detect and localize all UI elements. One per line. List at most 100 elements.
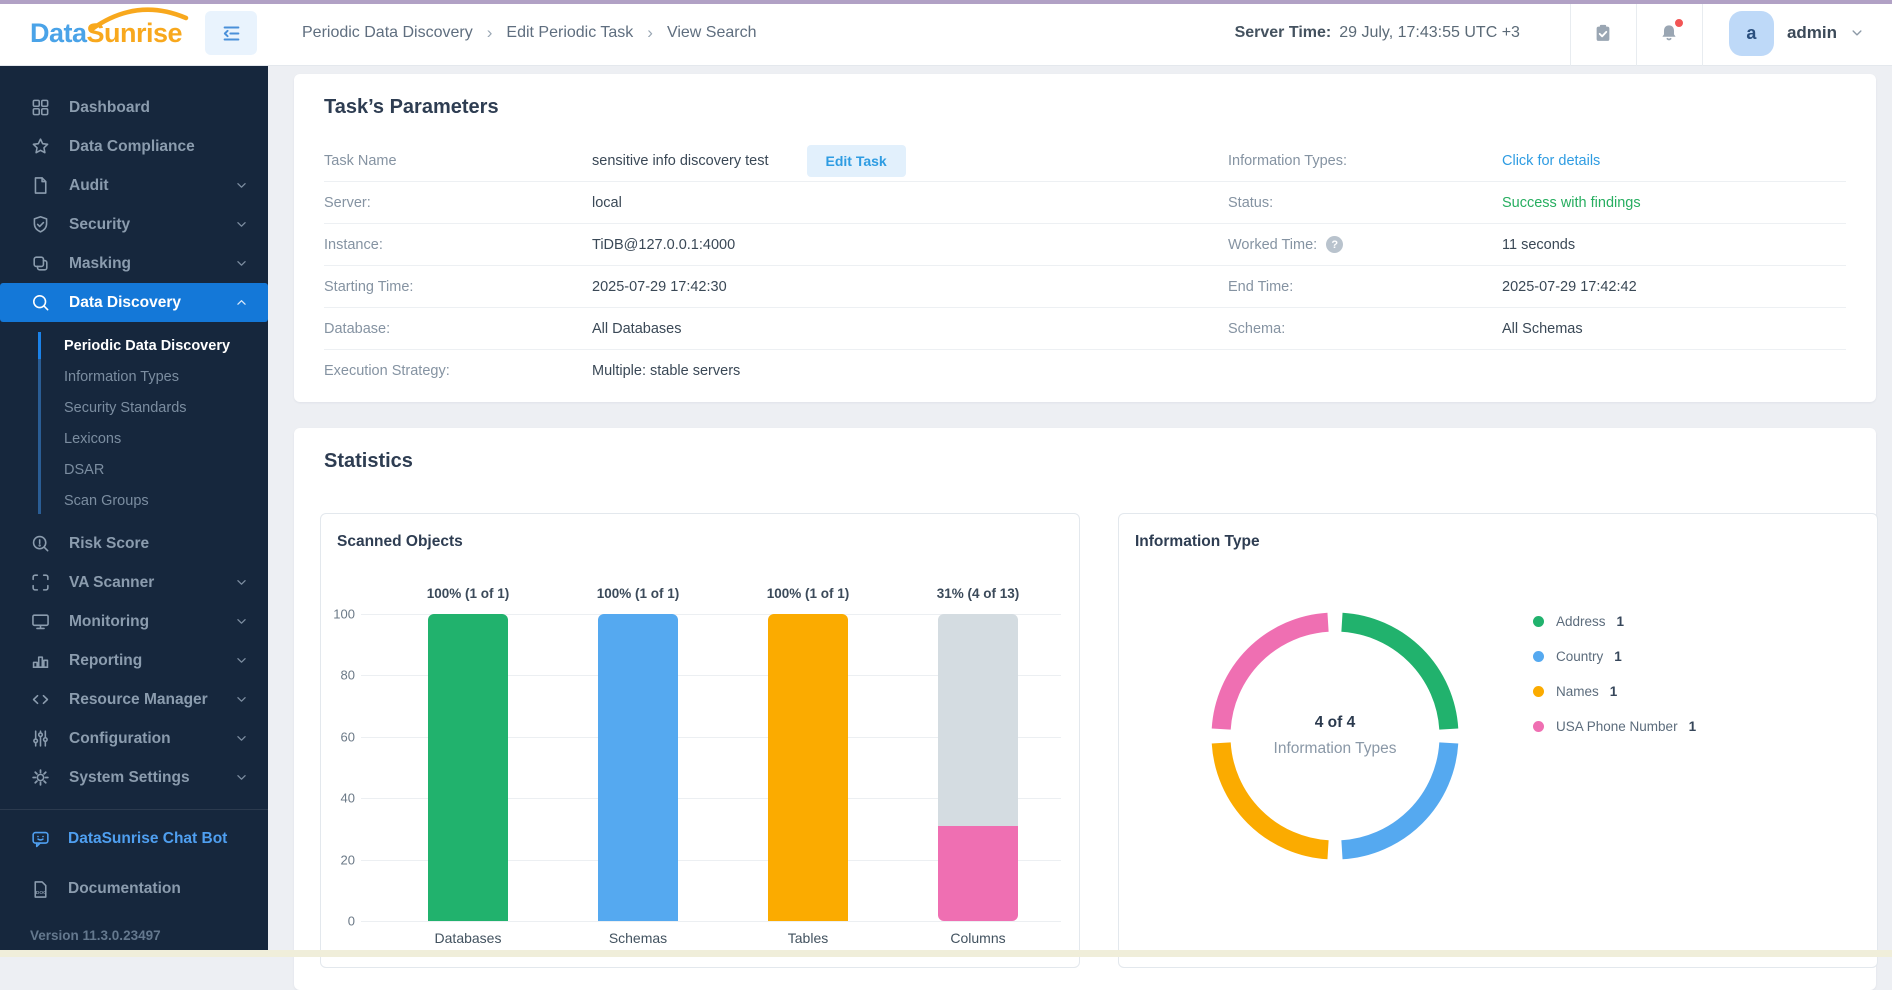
sidebar-item-reporting[interactable]: Reporting bbox=[0, 641, 268, 680]
param-label-text: Instance: bbox=[324, 236, 383, 253]
donut-segment-address bbox=[1341, 612, 1459, 730]
y-axis-tick: 0 bbox=[347, 913, 355, 929]
param-label-text: Server: bbox=[324, 194, 371, 211]
bar-value-label: 100% (1 of 1) bbox=[596, 586, 680, 601]
sidebar-item-audit[interactable]: Audit bbox=[0, 166, 268, 205]
sidebar-item-label: Risk Score bbox=[69, 534, 150, 552]
param-value: 11 seconds bbox=[1502, 237, 1846, 253]
sidebar-subitem-dsar[interactable]: DSAR bbox=[0, 454, 268, 485]
donut-segment-usa-phone-number bbox=[1211, 612, 1329, 730]
sidebar-subitem-label: Scan Groups bbox=[64, 492, 149, 509]
logo-text-sunrise: Sunrise bbox=[87, 6, 188, 49]
user-menu[interactable]: a admin bbox=[1703, 10, 1892, 56]
help-icon[interactable]: ? bbox=[1326, 236, 1344, 253]
sidebar-item-chat-bot[interactable]: DataSunrise Chat Bot bbox=[0, 818, 268, 860]
bell-icon bbox=[1658, 22, 1680, 44]
bar-columns bbox=[938, 825, 1018, 921]
version-label: Version 11.3.0.23497 bbox=[30, 928, 161, 943]
chevron-up-icon bbox=[235, 296, 248, 309]
top-accent-bar bbox=[0, 0, 1892, 4]
param-value: local bbox=[592, 195, 1228, 211]
sidebar-subitem-periodic-data-discovery[interactable]: Periodic Data Discovery bbox=[0, 330, 268, 361]
sidebar-item-resource-manager[interactable]: Resource Manager bbox=[0, 680, 268, 719]
risk-score-icon bbox=[30, 533, 51, 554]
information-type-title: Information Type bbox=[1135, 533, 1260, 550]
sidebar-item-documentation[interactable]: DOC Documentation bbox=[0, 868, 268, 910]
notifications-button[interactable] bbox=[1637, 0, 1702, 66]
legend-dot bbox=[1533, 686, 1544, 697]
grid-line bbox=[361, 675, 1061, 677]
sidebar-subitem-lexicons[interactable]: Lexicons bbox=[0, 423, 268, 454]
sidebar-item-masking[interactable]: Masking bbox=[0, 244, 268, 283]
y-axis-tick: 40 bbox=[340, 790, 355, 806]
breadcrumb-separator: › bbox=[486, 23, 493, 42]
param-value: 2025-07-29 17:42:30 bbox=[592, 279, 1228, 295]
breadcrumb-item-edit-periodic-task[interactable]: Edit Periodic Task bbox=[506, 24, 634, 41]
sidebar-item-monitoring[interactable]: Monitoring bbox=[0, 602, 268, 641]
sidebar-subitem-label: Periodic Data Discovery bbox=[64, 337, 231, 354]
sidebar-collapse-button[interactable] bbox=[205, 11, 257, 55]
param-row: Instance: TiDB@127.0.0.1:4000 Worked Time:… bbox=[324, 224, 1846, 266]
param-label: End Time: bbox=[1228, 279, 1502, 295]
scanner-frame-icon bbox=[30, 572, 51, 593]
edit-task-button[interactable]: Edit Task bbox=[806, 144, 906, 177]
donut-center-sublabel: Information Types bbox=[1273, 740, 1397, 757]
legend-dot bbox=[1533, 651, 1544, 662]
gear-icon bbox=[30, 767, 51, 788]
param-label: Worked Time:? bbox=[1228, 236, 1502, 253]
sidebar-subitem-label: Security Standards bbox=[64, 399, 187, 416]
sidebar-subitem-security-standards[interactable]: Security Standards bbox=[0, 392, 268, 423]
submenu-guide-line bbox=[38, 332, 41, 514]
info-types-details-link[interactable]: Click for details bbox=[1502, 153, 1846, 169]
tasks-clipboard-button[interactable] bbox=[1571, 0, 1636, 66]
sidebar-item-label: Dashboard bbox=[69, 98, 150, 116]
legend-count: 1 bbox=[1614, 649, 1622, 664]
sidebar-submenu: Periodic Data Discovery Information Types… bbox=[0, 322, 268, 524]
sidebar-subitem-information-types[interactable]: Information Types bbox=[0, 361, 268, 392]
param-label-text: Information Types: bbox=[1228, 152, 1348, 169]
param-label: Starting Time: bbox=[324, 279, 592, 295]
donut-segment-country bbox=[1341, 742, 1459, 860]
sidebar-subitem-label: Lexicons bbox=[64, 430, 122, 447]
sidebar-item-data-compliance[interactable]: Data Compliance bbox=[0, 127, 268, 166]
server-time: Server Time: 29 July, 17:43:55 UTC +3 bbox=[1235, 24, 1520, 42]
sidebar-item-system-settings[interactable]: System Settings bbox=[0, 758, 268, 797]
breadcrumb-separator: › bbox=[647, 23, 653, 42]
param-row: Task Name sensitive info discovery test Ed… bbox=[324, 140, 1846, 182]
server-time-value: 29 July, 17:43:55 UTC +3 bbox=[1339, 24, 1520, 41]
sidebar-item-label: Reporting bbox=[69, 651, 143, 669]
document-icon bbox=[30, 175, 51, 196]
code-icon bbox=[30, 689, 51, 710]
param-label: Database: bbox=[324, 321, 592, 337]
app-logo[interactable]: Data Sunrise bbox=[30, 0, 188, 66]
sidebar-item-label: Resource Manager bbox=[69, 690, 208, 708]
sidebar-item-configuration[interactable]: Configuration bbox=[0, 719, 268, 758]
bottom-edge-strip bbox=[0, 950, 1892, 957]
chevron-down-icon bbox=[235, 693, 248, 706]
sidebar-item-data-discovery[interactable]: Data Discovery bbox=[0, 283, 268, 322]
legend-item-country: Country 1 bbox=[1533, 639, 1696, 674]
param-label: Server: bbox=[324, 195, 592, 211]
documentation-label: Documentation bbox=[68, 880, 181, 897]
param-label: Instance: bbox=[324, 237, 592, 253]
sidebar-subitem-label: Information Types bbox=[64, 368, 179, 385]
donut-center-label: 4 of 4 Information Types bbox=[1200, 601, 1470, 871]
breadcrumb-item-view-search[interactable]: View Search bbox=[666, 24, 757, 41]
chevron-down-icon bbox=[235, 576, 248, 589]
sidebar-item-label: Security bbox=[69, 215, 131, 233]
param-value-text: 11 seconds bbox=[1502, 236, 1576, 253]
param-label-text: End Time: bbox=[1228, 278, 1294, 295]
sidebar-item-dashboard[interactable]: Dashboard bbox=[0, 88, 268, 127]
grid-line bbox=[361, 859, 1061, 861]
x-axis-label: Columns bbox=[950, 930, 1006, 946]
collapse-sidebar-icon bbox=[220, 22, 243, 45]
y-axis-tick: 60 bbox=[340, 729, 355, 745]
sidebar-subitem-scan-groups[interactable]: Scan Groups bbox=[0, 485, 268, 516]
header-divider bbox=[1569, 0, 1571, 66]
breadcrumb-item-periodic-data-discovery[interactable]: Periodic Data Discovery bbox=[302, 24, 473, 41]
sidebar-item-security[interactable]: Security bbox=[0, 205, 268, 244]
sidebar-item-risk-score[interactable]: Risk Score bbox=[0, 524, 268, 563]
legend-label: Address bbox=[1556, 614, 1606, 629]
sidebar-item-va-scanner[interactable]: VA Scanner bbox=[0, 563, 268, 602]
param-label-text: Execution Strategy: bbox=[324, 363, 450, 379]
